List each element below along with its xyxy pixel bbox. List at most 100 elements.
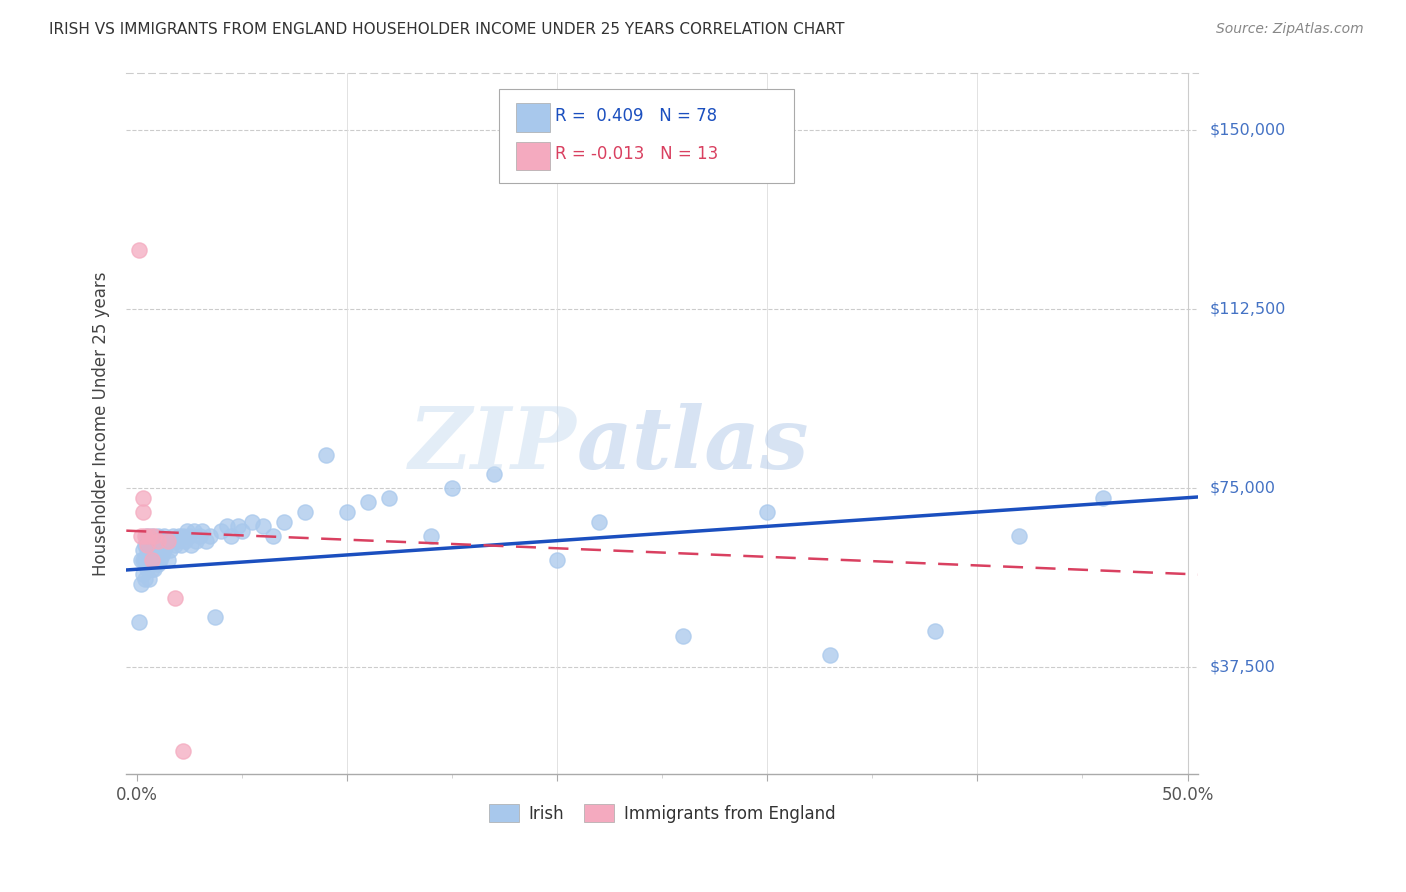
Point bbox=[128, 615, 150, 629]
Point bbox=[820, 648, 842, 662]
Point bbox=[176, 524, 198, 538]
Text: ZIP: ZIP bbox=[409, 403, 576, 486]
Point bbox=[166, 533, 188, 548]
Point bbox=[138, 552, 160, 566]
Point bbox=[162, 529, 184, 543]
Point bbox=[149, 552, 172, 566]
Point bbox=[157, 533, 180, 548]
Legend: Irish, Immigrants from England: Irish, Immigrants from England bbox=[482, 797, 842, 830]
Point bbox=[136, 529, 159, 543]
Point bbox=[138, 529, 160, 543]
Point bbox=[315, 448, 337, 462]
Point bbox=[134, 572, 156, 586]
Point bbox=[588, 515, 610, 529]
Point bbox=[441, 481, 464, 495]
Point bbox=[204, 610, 226, 624]
Point bbox=[132, 567, 155, 582]
Point bbox=[145, 538, 167, 552]
Point bbox=[142, 562, 165, 576]
Point bbox=[146, 543, 169, 558]
Text: $75,000: $75,000 bbox=[1209, 481, 1275, 496]
Text: $150,000: $150,000 bbox=[1209, 123, 1285, 137]
Point bbox=[155, 538, 177, 552]
Text: Source: ZipAtlas.com: Source: ZipAtlas.com bbox=[1216, 22, 1364, 37]
Point bbox=[200, 529, 222, 543]
Point bbox=[163, 591, 186, 605]
Text: atlas: atlas bbox=[576, 403, 808, 486]
Point bbox=[195, 533, 218, 548]
Point bbox=[157, 552, 180, 566]
Point bbox=[357, 495, 380, 509]
Point bbox=[141, 552, 163, 566]
Point bbox=[482, 467, 505, 481]
Point bbox=[150, 548, 173, 562]
Point bbox=[262, 529, 284, 543]
Point bbox=[231, 524, 253, 538]
Point bbox=[129, 552, 152, 566]
Point bbox=[378, 491, 401, 505]
Point bbox=[180, 538, 202, 552]
Point bbox=[132, 543, 155, 558]
Point bbox=[188, 529, 211, 543]
Point bbox=[138, 572, 160, 586]
Point bbox=[138, 543, 160, 558]
Text: R = -0.013   N = 13: R = -0.013 N = 13 bbox=[555, 145, 718, 163]
Point bbox=[172, 743, 194, 757]
Point bbox=[294, 505, 316, 519]
Point bbox=[179, 529, 201, 543]
Point bbox=[209, 524, 232, 538]
Point bbox=[273, 515, 295, 529]
Point bbox=[132, 491, 155, 505]
Point bbox=[183, 524, 205, 538]
Point bbox=[191, 524, 214, 538]
Point bbox=[132, 552, 155, 566]
Point bbox=[157, 533, 180, 548]
Point bbox=[141, 562, 163, 576]
Point bbox=[1008, 529, 1031, 543]
Point bbox=[226, 519, 249, 533]
Point bbox=[546, 552, 568, 566]
Point bbox=[134, 529, 156, 543]
Point bbox=[242, 515, 264, 529]
Point bbox=[134, 552, 156, 566]
Text: IRISH VS IMMIGRANTS FROM ENGLAND HOUSEHOLDER INCOME UNDER 25 YEARS CORRELATION C: IRISH VS IMMIGRANTS FROM ENGLAND HOUSEHO… bbox=[49, 22, 845, 37]
Point bbox=[141, 543, 163, 558]
Point bbox=[170, 538, 193, 552]
Point bbox=[159, 543, 181, 558]
Point bbox=[134, 538, 156, 552]
Point bbox=[184, 533, 207, 548]
Point bbox=[149, 538, 172, 552]
Point bbox=[336, 505, 359, 519]
Point bbox=[146, 558, 169, 572]
Point bbox=[163, 538, 186, 552]
Point bbox=[167, 529, 190, 543]
Point bbox=[141, 529, 163, 543]
Point bbox=[145, 552, 167, 566]
Point bbox=[672, 629, 695, 643]
Point bbox=[136, 543, 159, 558]
Point bbox=[252, 519, 274, 533]
Point bbox=[142, 529, 165, 543]
Point bbox=[420, 529, 443, 543]
Point bbox=[136, 562, 159, 576]
Point bbox=[146, 529, 169, 543]
Point bbox=[142, 533, 165, 548]
Point bbox=[150, 533, 173, 548]
Point bbox=[146, 533, 169, 548]
Point bbox=[756, 505, 779, 519]
Point bbox=[174, 533, 197, 548]
Point bbox=[142, 543, 165, 558]
Text: R =  0.409   N = 78: R = 0.409 N = 78 bbox=[555, 107, 717, 125]
Text: $112,500: $112,500 bbox=[1209, 301, 1285, 317]
Text: $37,500: $37,500 bbox=[1209, 659, 1275, 674]
Point bbox=[128, 243, 150, 257]
Point bbox=[221, 529, 243, 543]
Point bbox=[1092, 491, 1115, 505]
Point bbox=[129, 576, 152, 591]
Point bbox=[132, 505, 155, 519]
Point bbox=[172, 529, 194, 543]
Point bbox=[153, 529, 176, 543]
Y-axis label: Householder Income Under 25 years: Householder Income Under 25 years bbox=[93, 271, 110, 576]
Point bbox=[153, 543, 176, 558]
Point bbox=[136, 538, 159, 552]
